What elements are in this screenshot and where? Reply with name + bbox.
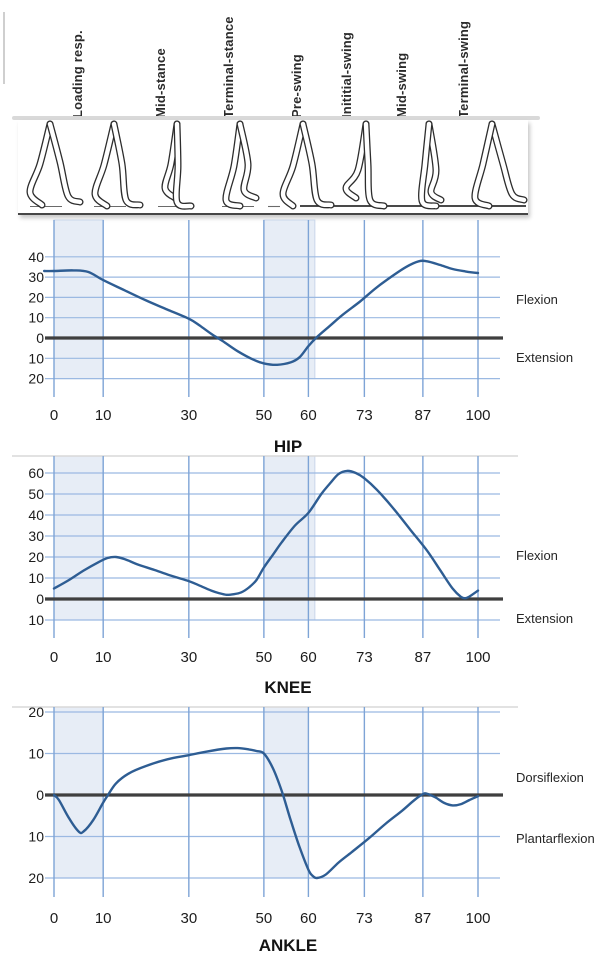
y-tick-label: 60 <box>28 465 44 481</box>
x-tick-label: 87 <box>415 407 432 424</box>
x-tick-label: 0 <box>50 649 58 666</box>
y-tick-label: 20 <box>28 704 44 720</box>
x-tick-label: 30 <box>180 407 197 424</box>
y-tick-label: 10 <box>28 612 44 628</box>
leg-fill <box>47 121 83 205</box>
x-tick-label: 100 <box>465 649 490 666</box>
leg-fill <box>174 121 194 209</box>
knee-curve <box>52 469 480 600</box>
leg-fill <box>363 121 387 209</box>
x-tick-label: 10 <box>95 407 112 424</box>
leg-fill <box>419 121 439 209</box>
x-tick-label: 73 <box>356 649 373 666</box>
x-tick-label: 50 <box>256 649 273 666</box>
gait-figure <box>26 120 84 209</box>
page-edge-artifact <box>3 12 5 84</box>
x-tick-label: 87 <box>415 649 432 666</box>
y-tick-label: 10 <box>28 829 44 845</box>
leg-fill <box>300 121 334 208</box>
strip-top-border <box>12 116 540 120</box>
x-tick-label: 73 <box>356 910 373 927</box>
leg-fill <box>27 121 53 208</box>
leg-fill <box>111 121 143 208</box>
highlight-band <box>53 455 104 621</box>
x-tick-label: 60 <box>300 407 317 424</box>
x-tick-label: 100 <box>465 910 490 927</box>
knee-chart-title: KNEE <box>264 678 312 697</box>
gait-figure <box>342 120 388 210</box>
gait-figure <box>222 120 260 210</box>
gait-figure-strip <box>18 120 528 215</box>
walking-legs-drawing <box>26 120 528 210</box>
x-tick-label: 60 <box>300 649 317 666</box>
leg-fill <box>223 121 243 209</box>
knee-extension-label: Extension <box>516 611 574 626</box>
x-tick-label: 0 <box>50 407 58 424</box>
leg-fill <box>92 121 117 209</box>
gait-figure <box>161 120 195 210</box>
y-tick-label: 30 <box>28 269 44 285</box>
x-tick-label: 50 <box>256 407 273 424</box>
y-tick-label: 30 <box>28 528 44 544</box>
y-tick-label: 50 <box>28 486 44 502</box>
y-tick-label: 20 <box>28 870 44 886</box>
y-tick-label: 0 <box>36 330 44 346</box>
hip-chart-title: HIP <box>273 437 303 456</box>
ankle-curve <box>52 746 480 880</box>
x-tick-label: 50 <box>256 910 273 927</box>
x-tick-label: 100 <box>465 407 490 424</box>
gait-figure <box>279 120 335 210</box>
highlight-band <box>263 219 316 380</box>
hip-extension-label: Extension <box>516 350 574 365</box>
leg-fill <box>472 121 495 209</box>
hip-curve <box>42 259 480 367</box>
leg-fill <box>237 121 259 201</box>
y-tick-label: 20 <box>28 371 44 387</box>
x-tick-label: 30 <box>180 910 197 927</box>
y-tick-label: 10 <box>28 570 44 586</box>
x-tick-label: 60 <box>300 910 317 927</box>
x-tick-label: 0 <box>50 910 58 927</box>
hip-flexion-label: Flexion <box>516 292 558 307</box>
x-tick-label: 10 <box>95 910 112 927</box>
highlight-band <box>263 455 316 621</box>
leg-fill <box>489 121 527 203</box>
x-tick-label: 10 <box>95 649 112 666</box>
y-tick-label: 20 <box>28 289 44 305</box>
y-tick-label: 40 <box>28 507 44 523</box>
leg-fill <box>426 121 444 203</box>
leg-fill <box>343 121 369 201</box>
ankle-dorsiflexion-label: Dorsiflexion <box>516 770 584 785</box>
gait-figure <box>471 120 528 210</box>
y-tick-label: 20 <box>28 549 44 565</box>
gait-figure <box>418 120 445 210</box>
y-tick-label: 10 <box>28 746 44 762</box>
y-tick-label: 0 <box>36 591 44 607</box>
x-tick-label: 73 <box>356 407 373 424</box>
ankle-plantarflexion-label: Plantarflexion <box>516 831 595 846</box>
y-tick-label: 10 <box>28 350 44 366</box>
y-tick-label: 0 <box>36 787 44 803</box>
y-tick-label: 10 <box>28 310 44 326</box>
ankle-chart-title: ANKLE <box>258 936 318 955</box>
gait-figure <box>91 120 144 210</box>
highlight-band <box>53 219 104 380</box>
x-tick-label: 30 <box>180 649 197 666</box>
highlight-band <box>53 706 104 879</box>
x-tick-label: 87 <box>415 910 432 927</box>
leg-fill <box>280 121 306 209</box>
knee-flexion-label: Flexion <box>516 548 558 563</box>
y-tick-label: 40 <box>28 249 44 265</box>
